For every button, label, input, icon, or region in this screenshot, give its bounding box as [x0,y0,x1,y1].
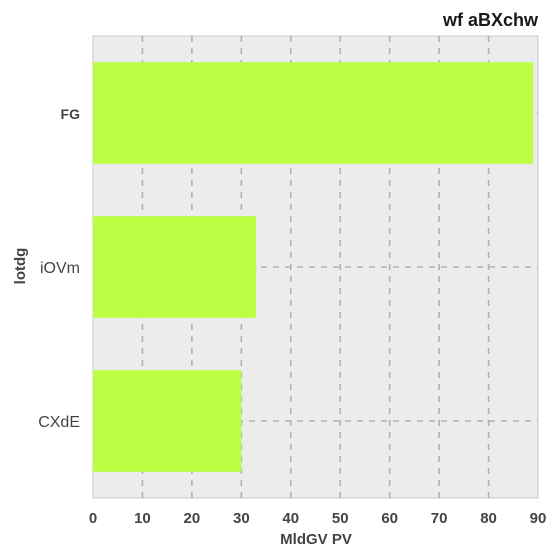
x-tick-label: 80 [480,510,497,527]
x-tick-labels: 0 10 20 30 40 50 60 70 80 90 [89,510,547,527]
bars [93,62,534,472]
y-tick-label: iOVm [40,260,80,277]
bar-FG [93,62,534,164]
x-axis-label: MldGV PV [280,531,352,548]
x-tick-label: 40 [282,510,299,527]
x-tick-label: 10 [134,510,151,527]
bar-CXdE [93,370,242,472]
y-tick-labels: FG iOVm CXdE [38,106,80,431]
x-tick-label: 20 [184,510,201,527]
chart-title: wf aBXchw [442,10,539,30]
y-tick-label: CXdE [38,414,80,431]
x-tick-label: 50 [332,510,349,527]
x-tick-label: 0 [89,510,97,527]
y-axis-label: lotdg [12,248,29,285]
x-tick-label: 90 [530,510,547,527]
x-tick-label: 30 [233,510,250,527]
x-tick-label: 60 [381,510,398,527]
x-tick-label: 70 [431,510,448,527]
bar-iOVm [93,216,257,318]
y-tick-label: FG [61,106,81,122]
